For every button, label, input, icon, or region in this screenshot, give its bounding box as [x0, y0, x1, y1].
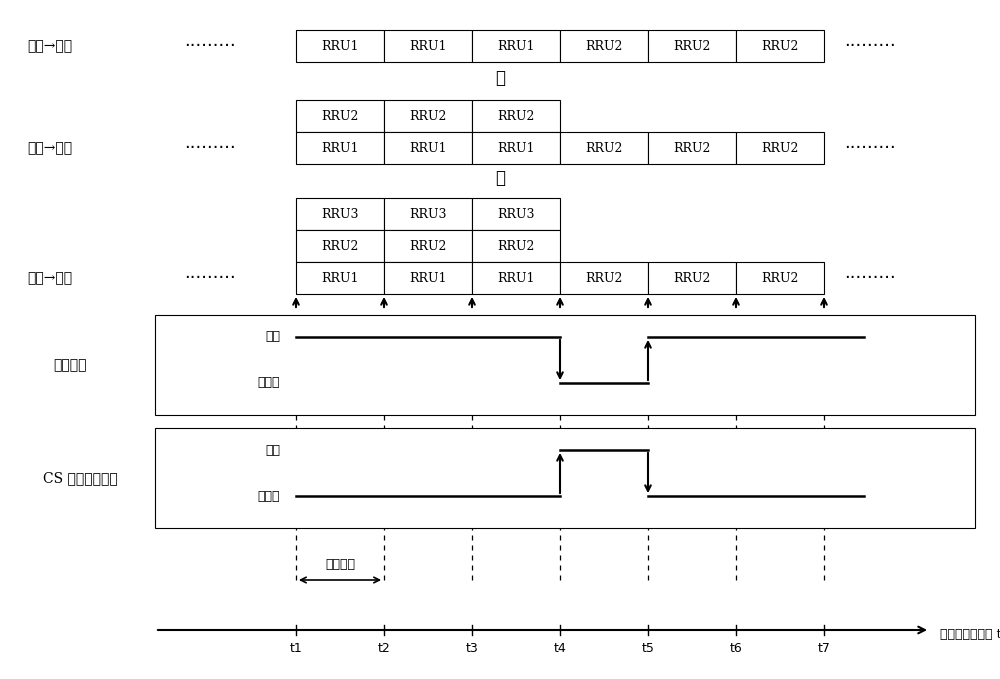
Bar	[560, 30, 648, 62]
Text: RRU1: RRU1	[497, 39, 535, 52]
Text: t4: t4	[554, 642, 566, 655]
Bar	[560, 132, 648, 164]
Text: 执行: 执行	[265, 331, 280, 344]
Text: ·········: ·········	[844, 139, 896, 157]
Bar	[384, 262, 472, 294]
Text: 不执行: 不执行	[258, 490, 280, 502]
Text: CS 单位置组功控: CS 单位置组功控	[43, 471, 117, 485]
Text: RRU1: RRU1	[409, 272, 447, 285]
Text: 位置组判决时刻 t: 位置组判决时刻 t	[940, 629, 1000, 642]
Text: RRU2: RRU2	[409, 240, 447, 253]
Text: RRU1: RRU1	[497, 272, 535, 285]
Bar	[296, 132, 384, 164]
Bar	[384, 132, 472, 164]
Text: t6: t6	[730, 642, 742, 655]
Text: 多发→单发: 多发→单发	[27, 271, 73, 285]
Text: 或: 或	[495, 69, 505, 86]
Text: RRU2: RRU2	[761, 39, 799, 52]
Text: RRU2: RRU2	[497, 240, 535, 253]
Text: 单发→单发: 单发→单发	[27, 39, 73, 53]
Bar	[648, 262, 736, 294]
Bar	[736, 132, 824, 164]
Text: ·········: ·········	[184, 37, 236, 55]
Text: RRU1: RRU1	[321, 141, 359, 155]
Text: ·········: ·········	[184, 139, 236, 157]
Text: t7: t7	[818, 642, 830, 655]
Bar	[296, 198, 384, 230]
Bar	[384, 198, 472, 230]
Text: ·········: ·········	[184, 269, 236, 287]
Text: t2: t2	[378, 642, 390, 655]
Bar	[155, 315, 975, 415]
Text: t3: t3	[466, 642, 478, 655]
Text: 判决周期: 判决周期	[325, 557, 355, 570]
Text: RRU1: RRU1	[409, 39, 447, 52]
Bar	[648, 30, 736, 62]
Bar	[296, 30, 384, 62]
Text: t5: t5	[642, 642, 654, 655]
Text: RRU3: RRU3	[497, 208, 535, 221]
Text: RRU2: RRU2	[585, 272, 623, 285]
Text: 不执行: 不执行	[258, 376, 280, 390]
Bar	[472, 132, 560, 164]
Text: RRU1: RRU1	[497, 141, 535, 155]
Bar	[296, 230, 384, 262]
Text: RRU2: RRU2	[761, 272, 799, 285]
Bar	[648, 132, 736, 164]
Text: RRU2: RRU2	[585, 39, 623, 52]
Text: RRU3: RRU3	[321, 208, 359, 221]
Bar	[472, 230, 560, 262]
Text: RRU2: RRU2	[585, 141, 623, 155]
Bar	[472, 30, 560, 62]
Bar	[296, 262, 384, 294]
Bar	[384, 100, 472, 132]
Text: RRU2: RRU2	[497, 109, 535, 122]
Bar	[384, 230, 472, 262]
Bar	[736, 30, 824, 62]
Text: ·········: ·········	[844, 269, 896, 287]
Text: RRU2: RRU2	[321, 240, 359, 253]
Text: RRU3: RRU3	[409, 208, 447, 221]
Text: 双发→单发: 双发→单发	[27, 141, 73, 155]
Bar	[296, 100, 384, 132]
Text: t1: t1	[290, 642, 302, 655]
Text: RRU1: RRU1	[409, 141, 447, 155]
Bar	[560, 262, 648, 294]
Text: 常规功控: 常规功控	[53, 358, 87, 372]
Text: ·········: ·········	[844, 37, 896, 55]
Bar	[736, 262, 824, 294]
Text: 或: 或	[495, 170, 505, 187]
Text: RRU1: RRU1	[321, 39, 359, 52]
Text: RRU2: RRU2	[321, 109, 359, 122]
Text: 执行: 执行	[265, 443, 280, 456]
Text: RRU2: RRU2	[673, 141, 711, 155]
Bar	[472, 198, 560, 230]
Bar	[384, 30, 472, 62]
Bar	[472, 100, 560, 132]
Text: RRU2: RRU2	[673, 272, 711, 285]
Text: RRU1: RRU1	[321, 272, 359, 285]
Bar	[155, 428, 975, 528]
Text: RRU2: RRU2	[409, 109, 447, 122]
Bar	[472, 262, 560, 294]
Text: RRU2: RRU2	[761, 141, 799, 155]
Text: RRU2: RRU2	[673, 39, 711, 52]
